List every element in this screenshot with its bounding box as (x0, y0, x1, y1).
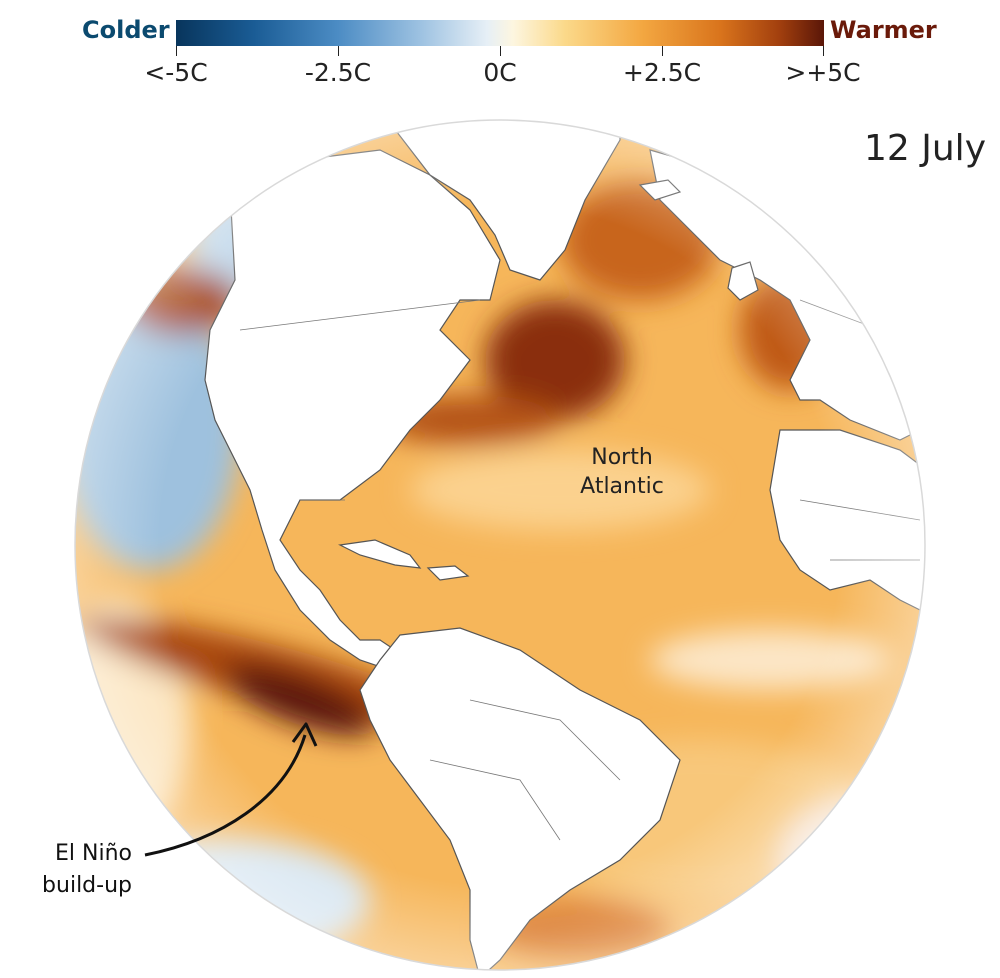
legend-tick-label-max: >+5C (785, 58, 861, 87)
legend-color-scale (176, 20, 824, 46)
legend-tick (823, 46, 824, 56)
legend-tick (500, 46, 501, 56)
north-atlantic-label: North Atlantic (572, 444, 672, 501)
el-nino-line-1: El Niño (55, 841, 132, 866)
legend-tick (176, 46, 177, 56)
globe-surface (75, 120, 925, 970)
temperature-legend: Colder Warmer <-5C -2.5C 0C +2.5C >+5C (0, 0, 1000, 100)
el-nino-line-2: build-up (42, 872, 132, 898)
legend-warmer-label: Warmer (830, 16, 937, 44)
globe-outline (74, 119, 926, 971)
date-label: 12 July (864, 128, 986, 169)
legend-tick-label-zero: 0C (483, 58, 517, 87)
el-nino-label: El Niño build-up (20, 838, 132, 902)
north-atlantic-line-2: Atlantic (580, 473, 664, 499)
legend-tick (662, 46, 663, 56)
el-nino-arrow (144, 722, 318, 857)
legend-colder-label: Colder (82, 16, 170, 44)
north-atlantic-line-1: North (591, 445, 653, 470)
legend-tick-label-neg: -2.5C (304, 58, 372, 87)
legend-tick (338, 46, 339, 56)
legend-tick-label-min: <-5C (144, 58, 208, 87)
legend-tick-label-pos: +2.5C (622, 58, 702, 87)
